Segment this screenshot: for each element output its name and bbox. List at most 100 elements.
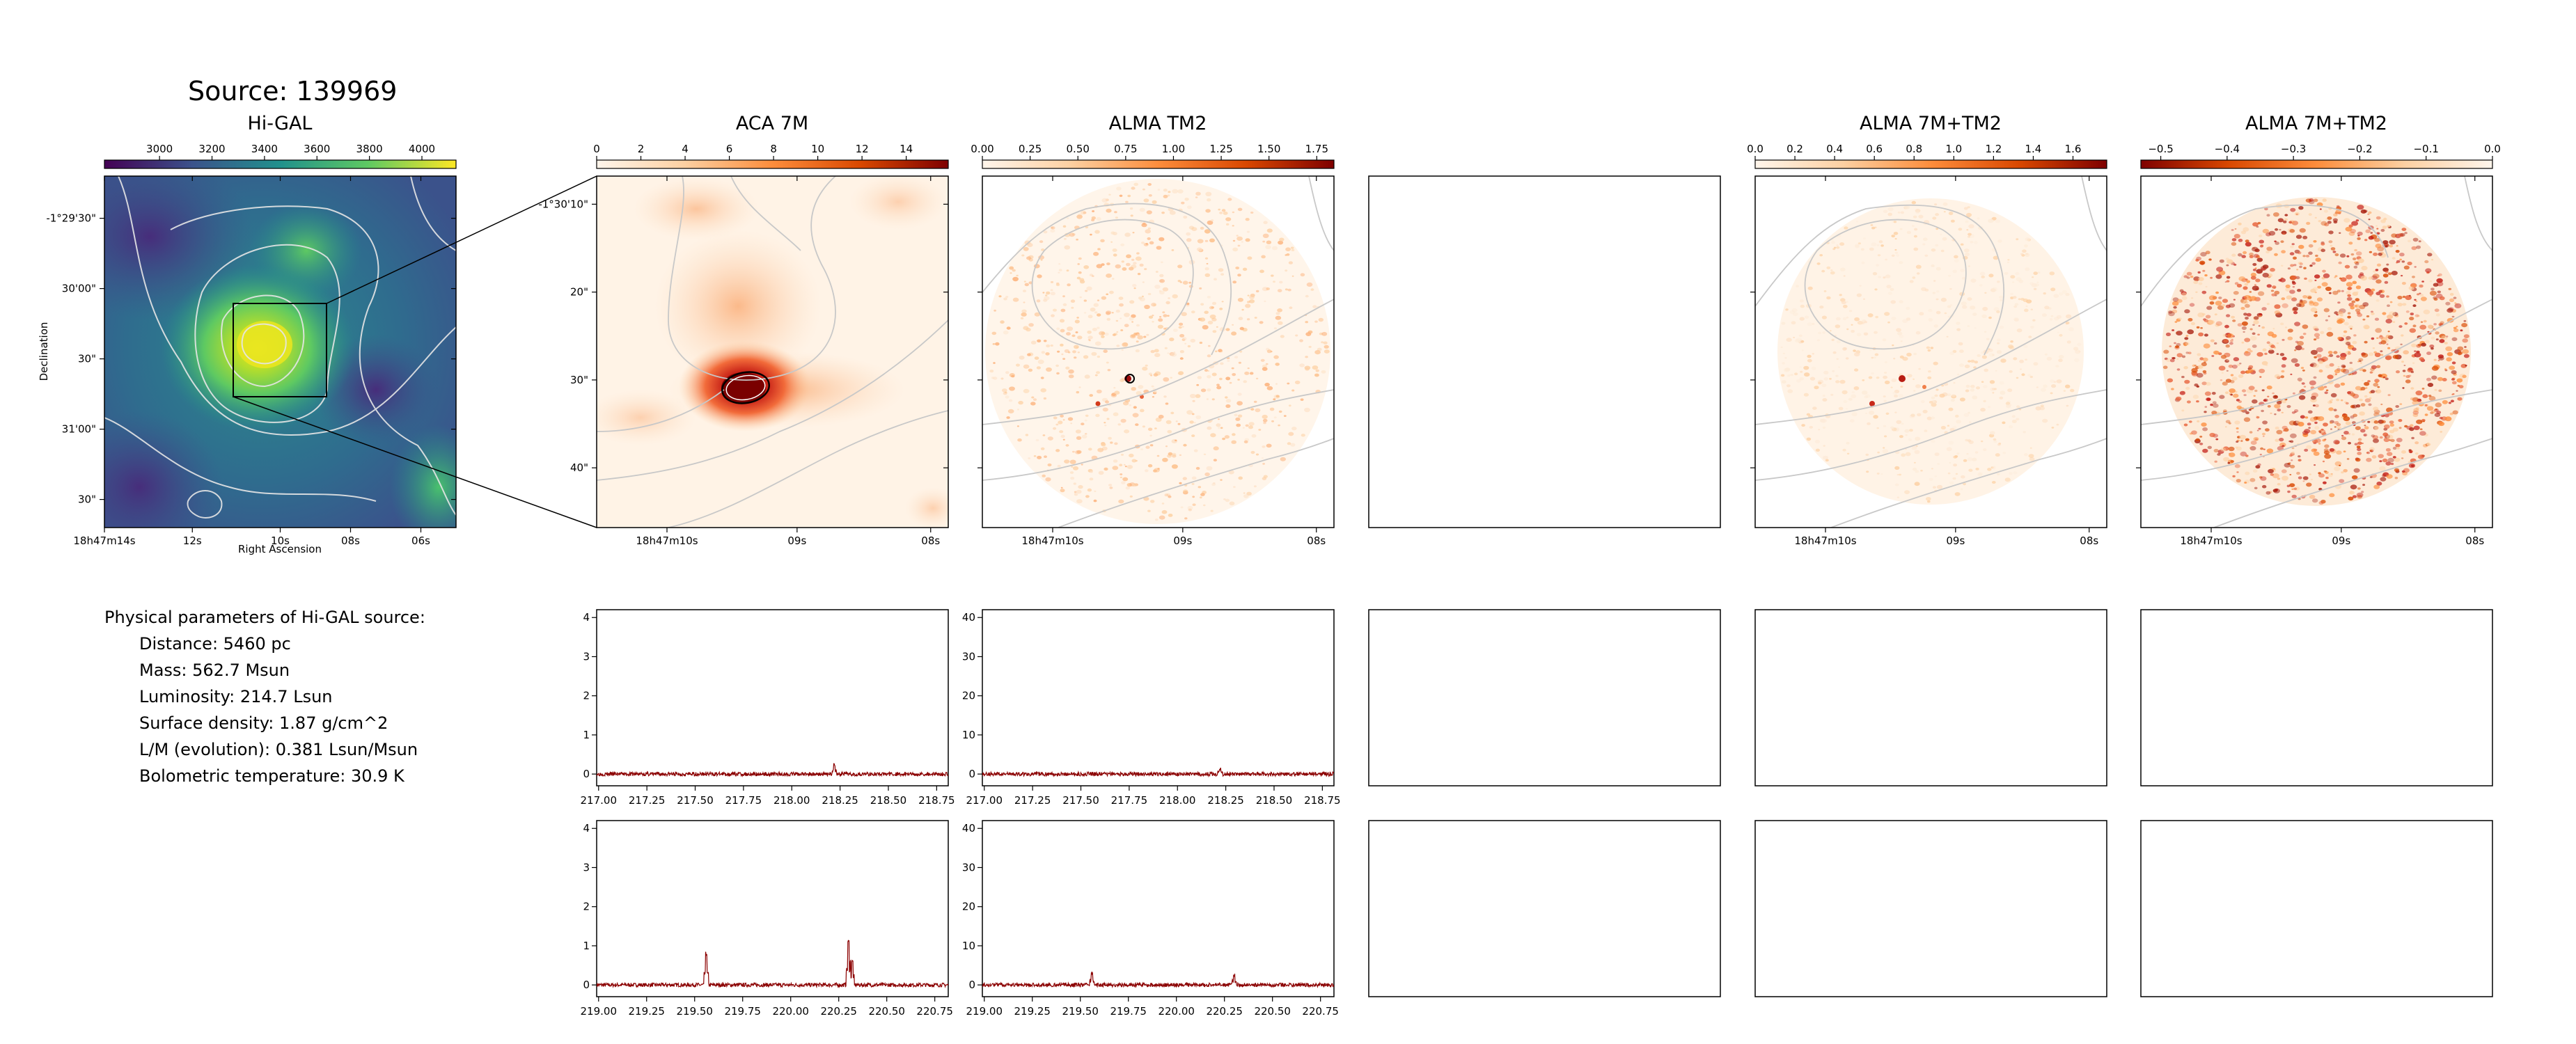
spectrum-tm2-spw1: 217.00 217.25 217.50 217.75 218.00 218.25 218.… [962, 609, 1341, 807]
spectrum-y-tick-label: 0 [968, 979, 975, 991]
spectrum-x-tick-label: 220.00 [1158, 1005, 1195, 1018]
map-aca7m [597, 176, 948, 528]
colorbar-tick-label: −0.4 [2215, 143, 2240, 155]
colorbar-tick-label: 1.6 [2065, 143, 2082, 155]
empty-panel-spectrum-r1c3 [1368, 609, 1721, 786]
empty-panel-spectrum-r1c5 [2140, 609, 2493, 786]
x-tick-label: 18h47m14s [73, 535, 135, 547]
x-tick-label: 08s [2465, 535, 2484, 547]
spectrum-y-tick-label: 10 [962, 729, 975, 741]
colorbar-tick-label: 1.25 [1209, 143, 1232, 155]
colorbar-tick-label: 0.75 [1114, 143, 1137, 155]
spectrum-y-tick-label: 0 [968, 768, 975, 780]
colorbar-tick-label: 8 [770, 143, 777, 155]
axes-residual: 18h47m10s 09s 08s [2136, 176, 2484, 547]
spectrum-x-tick-label: 218.50 [1256, 794, 1293, 807]
frame-spectrum-2 [982, 609, 1335, 786]
axes-spectrum-3: 219.00 219.25 219.50 219.75 220.00 220.25 220.… [581, 822, 953, 1018]
panel-title-combined: ALMA 7M+TM2 [1860, 113, 2002, 134]
spectrum-x-tick-label: 220.75 [916, 1005, 953, 1018]
x-tick-label: 08s [1307, 535, 1326, 547]
param-surface-density: Surface density: 1.87 g/cm^2 [139, 713, 388, 733]
param-lm-evolution: L/M (evolution): 0.381 Lsun/Msun [139, 740, 418, 759]
y-tick-label: 30'00" [62, 283, 96, 295]
spectrum-x-tick-label: 218.75 [1304, 794, 1341, 807]
x-tick-label: 10s [271, 535, 290, 547]
y-tick-label: -1°29'30" [46, 212, 96, 225]
colorbar-tick-label: 12 [856, 143, 869, 155]
colorbar-tick-label: −0.5 [2148, 143, 2173, 155]
axes-combined: 18h47m10s 09s 08s [1750, 176, 2098, 547]
colorbar-tick-label: 6 [726, 143, 733, 155]
colorbar-tick-label: 10 [811, 143, 824, 155]
spectrum-y-tick-label: 1 [583, 729, 590, 741]
spectrum-tm2-spw2: 219.00 219.25 219.50 219.75 220.00 220.25 220.… [962, 820, 1339, 1018]
x-tick-label: 09s [2332, 535, 2350, 547]
y-tick-label: 31'00" [62, 423, 96, 436]
panel-combined: ALMA 7M+TM2 0.0 0.2 0.4 0.6 0.8 1.0 1.2 1.4 1.6 … [1747, 113, 2107, 547]
x-tick-label: 06s [411, 535, 430, 547]
spectrum-x-tick-label: 217.75 [1111, 794, 1148, 807]
y-tick-label: 30" [570, 374, 588, 386]
param-bolometric-temperature: Bolometric temperature: 30.9 K [139, 766, 405, 786]
x-tick-label: 18h47m10s [1794, 535, 1856, 547]
spectrum-line-4 [982, 971, 1334, 989]
y-tick-label: -1°30'10" [538, 198, 588, 210]
spectrum-y-tick-label: 40 [962, 611, 975, 624]
axes-spectrum-1: 217.00 217.25 217.50 217.75 218.00 218.25 218.… [581, 611, 955, 807]
spectrum-y-tick-label: 30 [962, 861, 975, 873]
spectrum-x-tick-label: 220.25 [1206, 1005, 1243, 1018]
colorbar-tick-label: 0.8 [1906, 143, 1922, 155]
panel-residual: ALMA 7M+TM2 −0.5 −0.4 −0.3 −0.2 −0.1 0.0 18h4… [2136, 113, 2501, 547]
colorbar-tick-label: 0.2 [1786, 143, 1803, 155]
map-combined [1755, 176, 2107, 528]
spectrum-y-tick-label: 30 [962, 650, 975, 663]
spectrum-x-tick-label: 218.50 [870, 794, 907, 807]
spectrum-x-tick-label: 219.25 [1014, 1005, 1051, 1018]
spectrum-x-tick-label: 218.00 [773, 794, 810, 807]
params-heading: Physical parameters of Hi-GAL source: [104, 608, 425, 627]
param-distance: Distance: 5460 pc [139, 634, 291, 654]
axes-tm2: 18h47m10s 09s 08s [977, 176, 1326, 547]
spectrum-x-tick-label: 217.00 [966, 794, 1003, 807]
empty-panel-spectrum-r1c4 [1754, 609, 2107, 786]
colorbar-combined: 0.0 0.2 0.4 0.6 0.8 1.0 1.2 1.4 1.6 [1747, 143, 2107, 169]
source-title: Source: 139969 [188, 76, 397, 106]
spectrum-y-tick-label: 4 [583, 822, 590, 835]
empty-panel-spectrum-r2c5 [2140, 820, 2493, 997]
spectrum-x-tick-label: 218.00 [1159, 794, 1196, 807]
spectrum-y-tick-label: 0 [583, 768, 590, 780]
colorbar-tick-label: 0.6 [1866, 143, 1883, 155]
spectrum-x-tick-label: 219.00 [581, 1005, 618, 1018]
frame-combined [1754, 175, 2107, 528]
spectrum-x-tick-label: 218.75 [918, 794, 955, 807]
spectrum-x-tick-label: 220.75 [1302, 1005, 1339, 1018]
spectrum-y-tick-label: 2 [583, 901, 590, 913]
x-tick-label: 18h47m10s [2180, 535, 2242, 547]
colorbar-tick-label: 3200 [198, 143, 225, 155]
spectrum-x-tick-label: 217.50 [1062, 794, 1099, 807]
colorbar-tick-label: 2 [638, 143, 645, 155]
colorbar-tick-label: 0.25 [1019, 143, 1042, 155]
map-residual [2141, 176, 2492, 528]
empty-panel-spectrum-r2c4 [1754, 820, 2107, 997]
spectrum-x-tick-label: 217.50 [677, 794, 714, 807]
panel-title-higal: Hi-GAL [248, 113, 313, 134]
xlabel-higal: Right Ascension [238, 543, 322, 555]
frame-spectrum-4 [982, 820, 1335, 997]
panel-title-aca7m: ACA 7M [736, 113, 808, 134]
frame-spectrum-3 [596, 820, 949, 997]
spectrum-x-tick-label: 217.00 [581, 794, 618, 807]
colorbar-tick-label: 3600 [304, 143, 330, 155]
param-luminosity: Luminosity: 214.7 Lsun [139, 687, 333, 706]
colorbar-tick-label: 4000 [409, 143, 435, 155]
spectrum-x-tick-label: 217.25 [1014, 794, 1051, 807]
colorbar-tm2: 0.00 0.25 0.50 0.75 1.00 1.25 1.50 1.75 [971, 143, 1335, 169]
spectrum-x-tick-label: 220.50 [1254, 1005, 1291, 1018]
colorbar-tick-label: 1.2 [1985, 143, 2002, 155]
spectrum-x-tick-label: 219.00 [966, 1005, 1003, 1018]
colorbar-higal: 3000 3200 3400 3600 3800 4000 [104, 143, 457, 169]
spectrum-line-2 [982, 767, 1334, 778]
y-tick-label: 40" [570, 461, 588, 474]
spectrum-aca7m-spw2: 219.00 219.25 219.50 219.75 220.00 220.25 220.… [581, 820, 953, 1018]
